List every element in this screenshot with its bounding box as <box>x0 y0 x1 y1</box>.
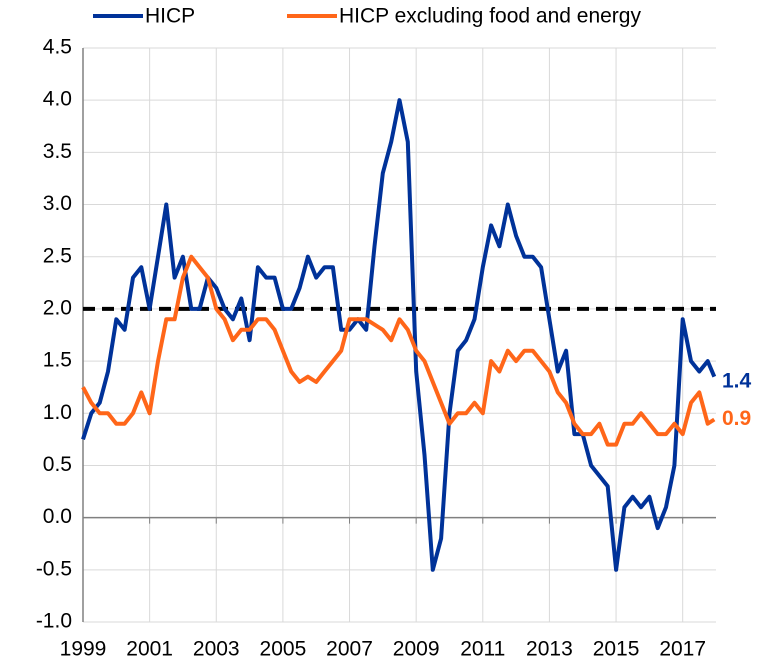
y-tick-label: 2.5 <box>43 244 72 267</box>
y-tick-label: 0.5 <box>43 453 72 476</box>
x-tick-label: 1999 <box>60 638 107 661</box>
x-tick-label: 2005 <box>260 638 307 661</box>
legend-label: HICP excluding food and energy <box>339 5 641 28</box>
y-tick-label: -1.0 <box>36 610 72 633</box>
series-line <box>81 254 716 447</box>
x-tick-label: 2015 <box>593 638 640 661</box>
y-tick-label: -0.5 <box>36 557 72 580</box>
x-tick-label: 2017 <box>659 638 706 661</box>
end-label: 0.9 <box>722 407 751 430</box>
x-tick-label: 2001 <box>126 638 173 661</box>
x-tick-label: 2011 <box>460 638 505 661</box>
x-tick-label: 2003 <box>193 638 240 661</box>
y-tick-label: 1.5 <box>43 349 72 372</box>
y-tick-label: 4.0 <box>43 88 72 111</box>
y-tick-label: 4.5 <box>43 36 72 59</box>
y-tick-label: 1.0 <box>43 401 72 424</box>
y-tick-label: 0.0 <box>43 505 72 528</box>
x-tick-label: 2013 <box>526 638 573 661</box>
legend-label: HICP <box>145 5 195 28</box>
x-tick-label: 2007 <box>326 638 373 661</box>
y-tick-label: 3.0 <box>43 192 72 215</box>
y-tick-label: 2.0 <box>43 296 72 319</box>
series-line <box>81 98 717 572</box>
end-label: 1.4 <box>722 369 752 392</box>
x-tick-label: 2009 <box>393 638 440 661</box>
y-tick-label: 3.5 <box>43 140 72 163</box>
